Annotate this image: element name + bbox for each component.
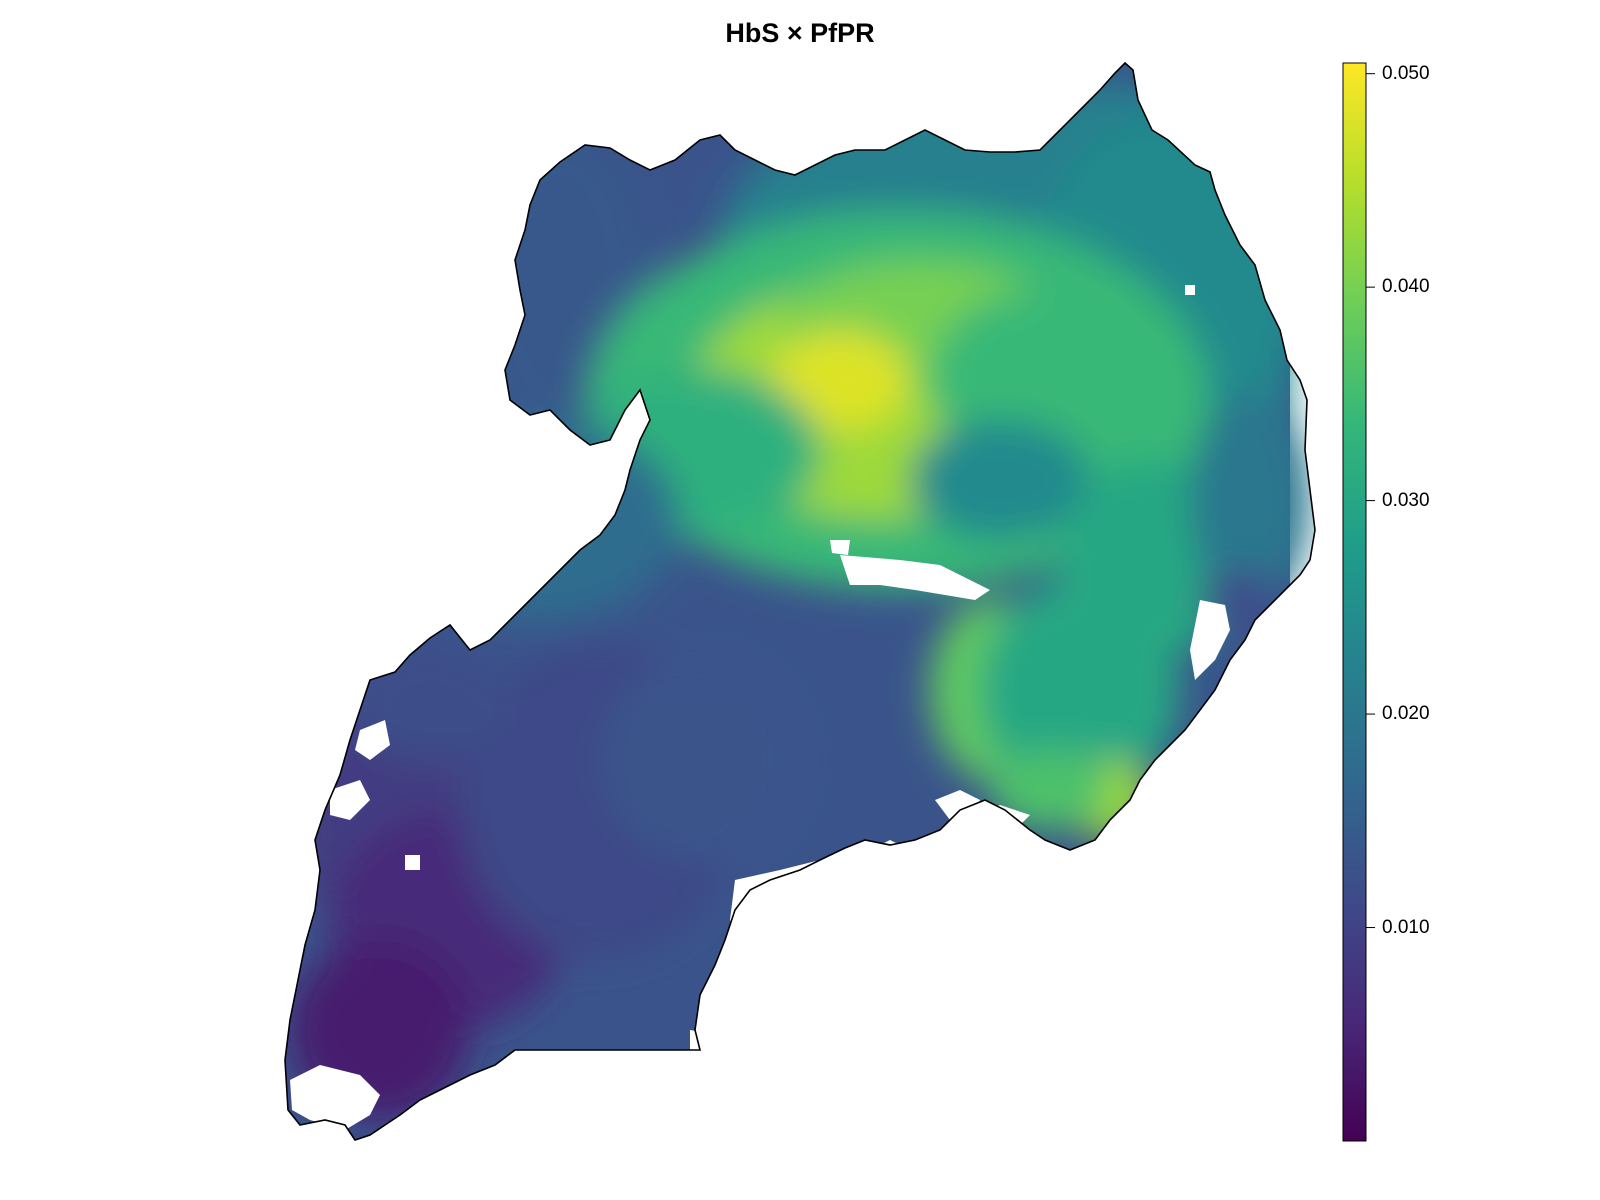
colorbar-tick-label: 0.050 bbox=[1382, 62, 1430, 84]
colorbar bbox=[1342, 62, 1375, 1142]
colorbar-tick-label: 0.020 bbox=[1382, 703, 1430, 725]
prevalence-raster bbox=[285, 63, 1315, 1140]
colorbar-tick-label: 0.010 bbox=[1382, 916, 1430, 938]
colorbar-ramp bbox=[1342, 62, 1367, 1142]
colorbar-tick-label: 0.040 bbox=[1382, 276, 1430, 298]
country-boundary bbox=[284, 61, 1316, 1141]
map-title: HbS × PfPR bbox=[725, 18, 875, 48]
colorbar-tick-label: 0.030 bbox=[1382, 489, 1430, 511]
